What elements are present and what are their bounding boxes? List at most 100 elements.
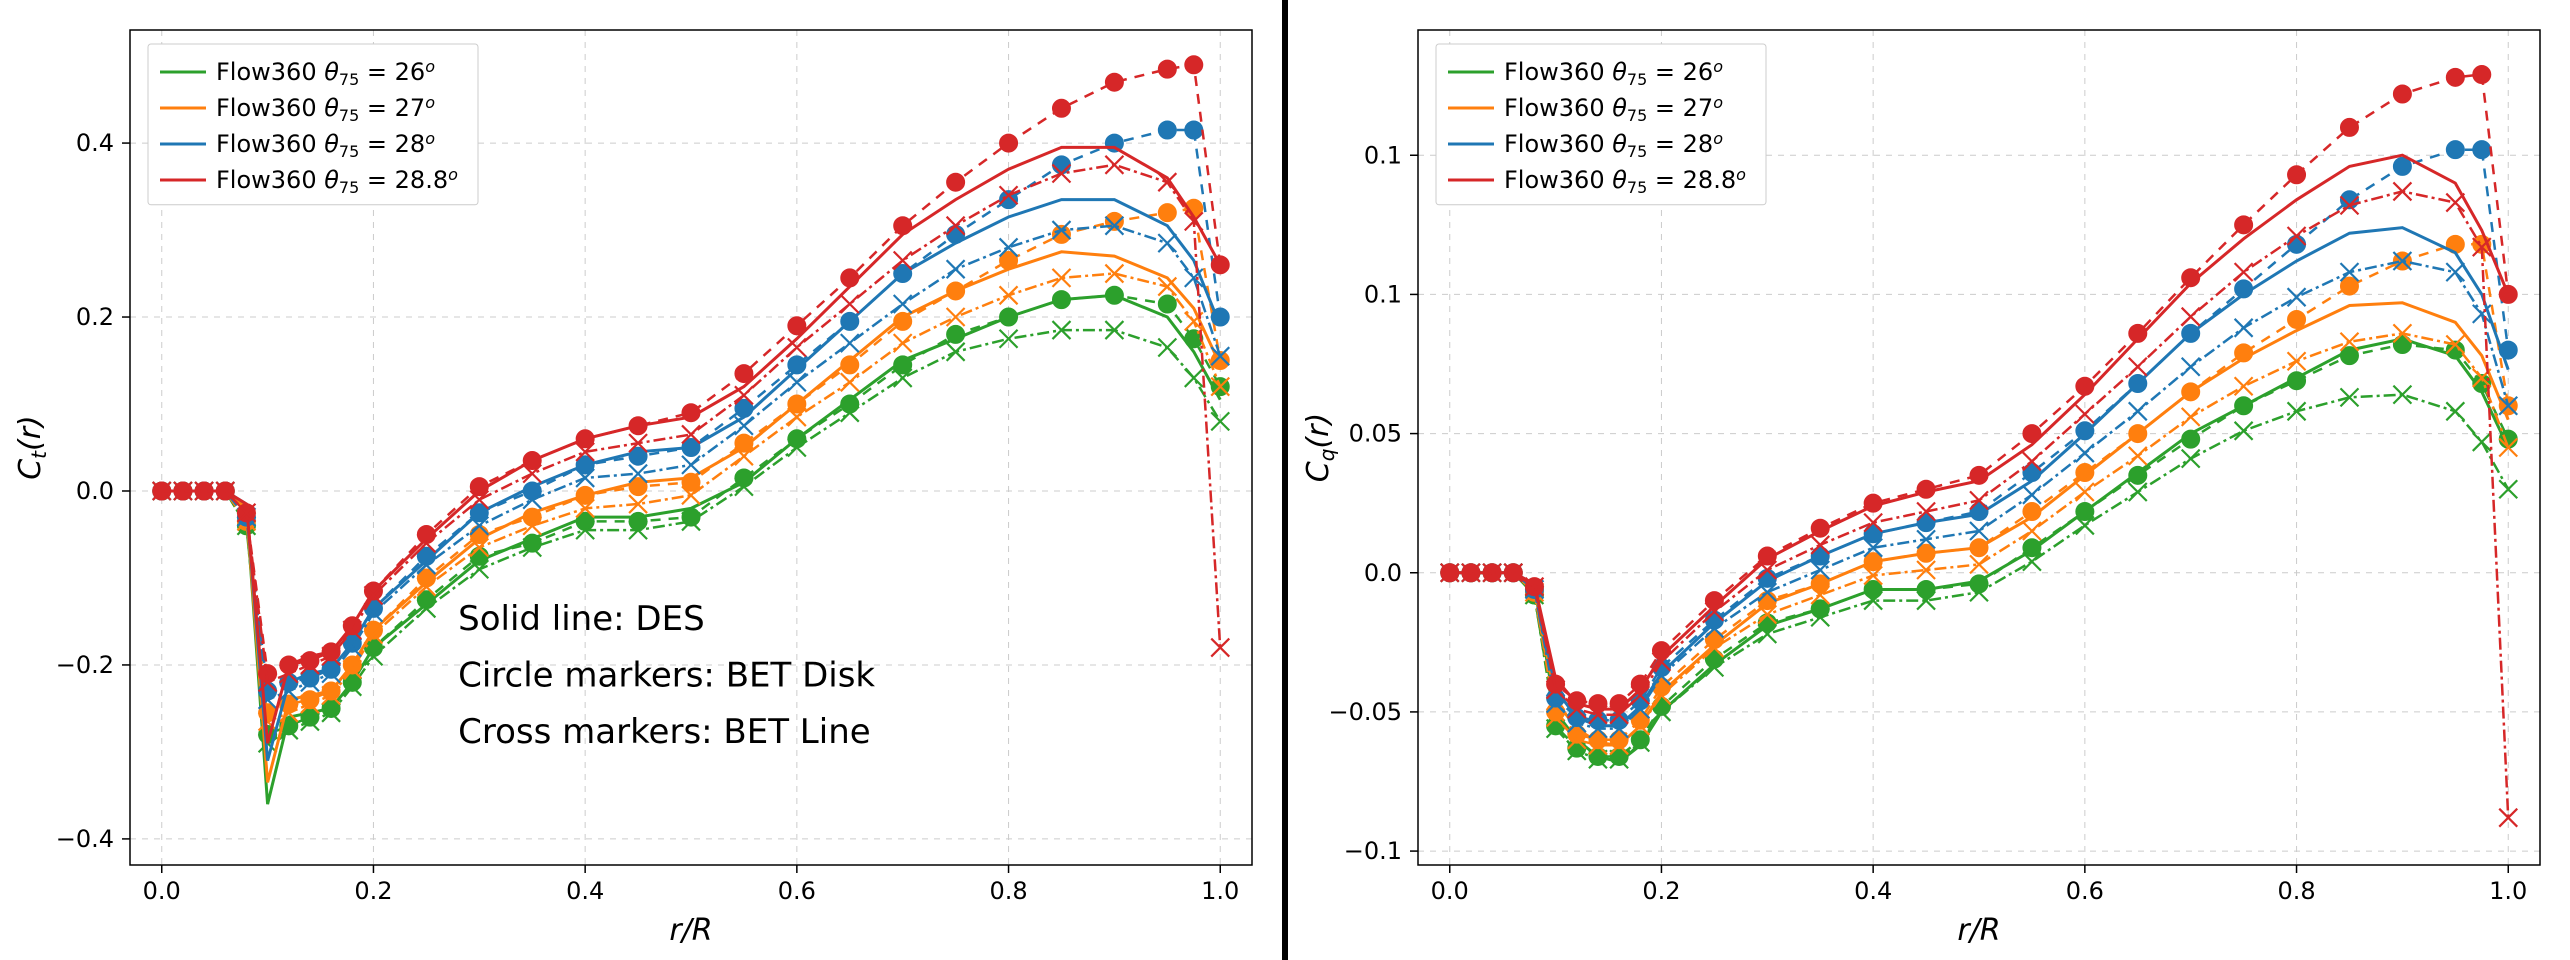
series-red-betdisk-marker bbox=[2182, 269, 2200, 287]
series-red-betdisk-marker bbox=[629, 417, 647, 435]
series-red-betdisk-marker bbox=[2129, 324, 2147, 342]
series-red-betline-marker bbox=[2235, 263, 2253, 281]
series-blue-betdisk-marker bbox=[1158, 121, 1176, 139]
ytick-label: 0.05 bbox=[1349, 420, 1402, 448]
series-orange-betdisk-marker bbox=[1105, 212, 1123, 230]
x-axis-label: r/R bbox=[1957, 913, 2000, 948]
series-green-betline-marker bbox=[2473, 433, 2491, 451]
series-blue-betdisk-marker bbox=[2446, 141, 2464, 159]
ytick-label: −0.2 bbox=[56, 651, 114, 679]
ytick-label: 0.0 bbox=[76, 477, 114, 505]
y-axis-label: Cq(r) bbox=[1301, 413, 1339, 482]
ytick-label: −0.4 bbox=[56, 825, 114, 853]
series-blue-betline-marker bbox=[2023, 486, 2041, 504]
legend-item-orange: Flow360 θ75 = 27o bbox=[1504, 93, 1723, 125]
series-orange-betline-marker bbox=[1000, 286, 1018, 304]
series-blue-betdisk-marker bbox=[1185, 121, 1203, 139]
series-blue-betdisk-marker bbox=[2288, 235, 2306, 253]
series-orange-betdisk-marker bbox=[947, 282, 965, 300]
xtick-label: 0.0 bbox=[1431, 877, 1469, 905]
series-green-betline-marker bbox=[1158, 338, 1176, 356]
legend-item-red: Flow360 θ75 = 28.8o bbox=[216, 165, 458, 197]
series-green-betdisk-marker bbox=[2288, 372, 2306, 390]
right-panel: 0.00.20.40.60.81.0−0.1−0.050.00.050.10.1… bbox=[1288, 0, 2570, 960]
series-orange-betline-marker bbox=[2235, 377, 2253, 395]
series-red-betdisk-marker bbox=[1970, 466, 1988, 484]
legend-item-blue: Flow360 θ75 = 28o bbox=[1504, 129, 1723, 161]
series-red-betdisk-marker bbox=[841, 269, 859, 287]
series-red-betline-marker bbox=[2182, 308, 2200, 326]
series-green-betdisk-marker bbox=[947, 325, 965, 343]
series-red-betdisk-marker bbox=[2023, 425, 2041, 443]
series-orange-betdisk-marker bbox=[2182, 383, 2200, 401]
series-green-betline-marker bbox=[2446, 402, 2464, 420]
series-red-betdisk-marker bbox=[2288, 166, 2306, 184]
series-red-betdisk-marker bbox=[1917, 480, 1935, 498]
series-orange-betdisk-marker bbox=[1052, 225, 1070, 243]
series-red-betdisk-marker bbox=[1105, 73, 1123, 91]
annotation-line: Circle markers: BET Disk bbox=[458, 656, 875, 696]
series-red-betdisk-marker bbox=[364, 582, 382, 600]
series-orange-betdisk-marker bbox=[841, 356, 859, 374]
series-red-betdisk-marker bbox=[735, 365, 753, 383]
series-red-betdisk-marker bbox=[2499, 285, 2517, 303]
xtick-label: 0.8 bbox=[2277, 877, 2315, 905]
series-blue-betdisk-marker bbox=[2499, 341, 2517, 359]
xtick-label: 0.6 bbox=[2066, 877, 2104, 905]
series-green-betdisk-marker bbox=[788, 430, 806, 448]
series-orange-betline-marker bbox=[841, 373, 859, 391]
ytick-label: −0.05 bbox=[1328, 698, 1402, 726]
annotation-line: Cross markers: BET Line bbox=[458, 712, 871, 752]
legend: Flow360 θ75 = 26o Flow360 θ75 = 27o Flow36… bbox=[148, 44, 478, 205]
series-orange-betdisk-marker bbox=[2076, 464, 2094, 482]
series-blue-betline-marker bbox=[2129, 402, 2147, 420]
ytick-label: 0.1 bbox=[1364, 141, 1402, 169]
series-red-betdisk-marker bbox=[682, 404, 700, 422]
series-green-betdisk-marker bbox=[1970, 575, 1988, 593]
series-blue-betline-marker bbox=[2235, 319, 2253, 337]
legend-item-green: Flow360 θ75 = 26o bbox=[216, 57, 435, 89]
series-red-betdisk-marker bbox=[1211, 256, 1229, 274]
ytick-label: 0.1 bbox=[1364, 280, 1402, 308]
xtick-label: 0.2 bbox=[354, 877, 392, 905]
series-red-betdisk-marker bbox=[1052, 99, 1070, 117]
series-green-betdisk-marker bbox=[1000, 308, 1018, 326]
series-blue-betdisk-marker bbox=[1211, 308, 1229, 326]
xtick-label: 1.0 bbox=[1201, 877, 1239, 905]
series-red-betdisk-marker bbox=[1185, 56, 1203, 74]
legend-item-orange: Flow360 θ75 = 27o bbox=[216, 93, 435, 125]
series-green-betline-marker bbox=[2499, 480, 2517, 498]
series-red-betdisk-marker bbox=[2235, 216, 2253, 234]
series-red-betline-marker bbox=[2129, 358, 2147, 376]
series-orange-betdisk-marker bbox=[894, 312, 912, 330]
legend-item-blue: Flow360 θ75 = 28o bbox=[216, 129, 435, 161]
series-green-betdisk-marker bbox=[629, 512, 647, 530]
series-green-betline-marker bbox=[2235, 422, 2253, 440]
series-red-betdisk-marker bbox=[1568, 692, 1586, 710]
series-red-betdisk-marker bbox=[788, 317, 806, 335]
legend: Flow360 θ75 = 26oFlow360 θ75 = 27oFlow36… bbox=[1436, 44, 1766, 205]
series-red-betdisk-marker bbox=[894, 217, 912, 235]
series-blue-betline-marker bbox=[2446, 263, 2464, 281]
series-red-betdisk-marker bbox=[947, 173, 965, 191]
series-orange-des bbox=[1450, 303, 2508, 746]
series-red-betdisk-marker bbox=[1000, 134, 1018, 152]
series-green-betdisk-marker bbox=[2129, 466, 2147, 484]
series-green-betdisk-marker bbox=[1105, 286, 1123, 304]
xtick-label: 0.4 bbox=[566, 877, 604, 905]
series-orange-betdisk-marker bbox=[1970, 539, 1988, 557]
series-red-betdisk-marker bbox=[1158, 60, 1176, 78]
xtick-label: 1.0 bbox=[2489, 877, 2527, 905]
series-blue-betline-marker bbox=[788, 373, 806, 391]
series-blue-betline-marker bbox=[1158, 234, 1176, 252]
series-orange-betline-marker bbox=[2023, 522, 2041, 540]
series-red-betline-marker bbox=[1211, 639, 1229, 657]
series-red-betdisk-marker bbox=[2446, 68, 2464, 86]
series-orange-betline-marker bbox=[1052, 269, 1070, 287]
series-blue-betdisk-marker bbox=[841, 312, 859, 330]
series-blue-betline-line bbox=[1450, 261, 2508, 729]
series-red-betline-marker bbox=[788, 338, 806, 356]
series-red-betdisk-marker bbox=[2473, 66, 2491, 84]
series-green-betdisk-marker bbox=[1052, 291, 1070, 309]
series-green-betdisk-marker bbox=[841, 395, 859, 413]
